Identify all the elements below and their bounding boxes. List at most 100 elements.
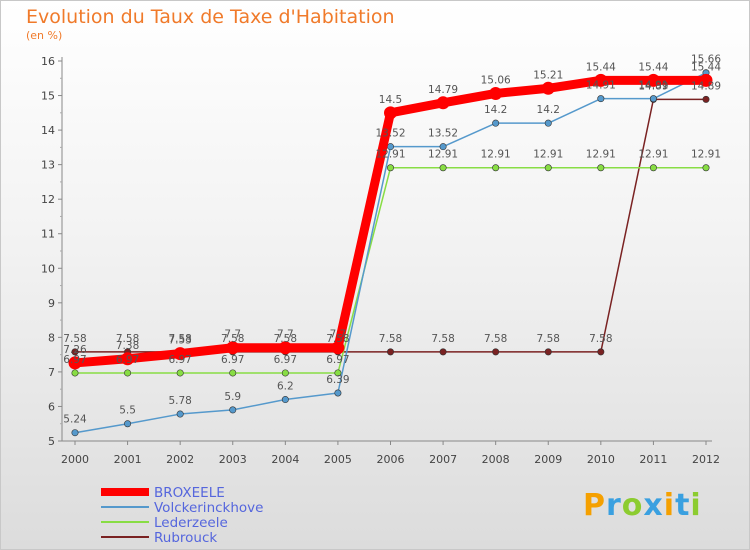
data-point xyxy=(334,369,342,377)
data-label: 5.24 xyxy=(63,414,87,426)
data-point xyxy=(384,106,397,120)
data-point xyxy=(176,410,184,418)
x-tick-label: 2006 xyxy=(377,453,405,466)
data-label: 15.44 xyxy=(638,61,668,73)
legend-label: BROXEELE xyxy=(154,485,225,501)
data-point xyxy=(594,73,608,87)
y-tick-label: 12 xyxy=(41,193,55,206)
y-tick-label: 13 xyxy=(41,159,55,172)
x-tick-label: 2011 xyxy=(639,453,667,466)
data-label: 12.91 xyxy=(691,149,721,161)
data-point xyxy=(176,369,184,377)
logo-letter: i xyxy=(690,488,702,523)
x-tick-label: 2005 xyxy=(324,453,352,466)
legend-label: Lederzeele xyxy=(154,515,228,531)
data-label: 6.39 xyxy=(326,374,349,386)
data-label: 12.91 xyxy=(586,149,616,161)
logo-letter: t xyxy=(675,488,691,523)
axes: 5 6 7 8 9 10 11 12 13 14 15 16 2000 2001 2002 2003 2004 2… xyxy=(41,55,720,466)
y-tick-label: 15 xyxy=(41,90,55,103)
data-point xyxy=(702,95,710,103)
data-label: 7.53 xyxy=(168,335,191,347)
logo-letter: o xyxy=(621,488,644,523)
data-label: 6.97 xyxy=(168,354,191,366)
data-point xyxy=(544,164,552,172)
x-tick-label: 2003 xyxy=(219,453,247,466)
y-tick-label: 5 xyxy=(48,435,55,448)
data-label: 12.91 xyxy=(375,149,405,161)
x-tick-label: 2008 xyxy=(482,453,510,466)
data-label: 7.7 xyxy=(330,329,347,341)
y-tick-label: 10 xyxy=(41,262,55,275)
data-point xyxy=(281,369,289,377)
data-label: 6.2 xyxy=(277,381,294,393)
data-label: 15.06 xyxy=(481,74,511,86)
data-label: 7.7 xyxy=(224,329,241,341)
data-point xyxy=(439,143,447,151)
data-label: 7.58 xyxy=(379,333,402,345)
data-point xyxy=(544,119,552,127)
chart-subtitle: (en %) xyxy=(26,29,63,42)
data-point xyxy=(121,352,135,366)
data-point xyxy=(439,348,447,356)
legend-label: Rubrouck xyxy=(154,530,217,546)
data-point xyxy=(597,164,605,172)
data-label: 5.9 xyxy=(224,391,241,403)
data-label: 14.91 xyxy=(638,80,668,92)
x-tick-label: 2009 xyxy=(534,453,562,466)
data-label: 15.66 xyxy=(691,54,721,66)
data-point xyxy=(646,73,660,87)
data-point xyxy=(436,96,450,110)
y-tick-label: 8 xyxy=(48,331,55,344)
data-label: 13.52 xyxy=(428,128,458,140)
data-label: 7.58 xyxy=(63,333,86,345)
data-point xyxy=(226,341,240,355)
data-label: 7.58 xyxy=(116,333,139,345)
data-label: 12.91 xyxy=(638,149,668,161)
data-label: 7.58 xyxy=(274,333,297,345)
data-label: 14.91 xyxy=(586,80,616,92)
y-tick-label: 14 xyxy=(41,124,55,137)
y-tick-label: 16 xyxy=(41,55,55,68)
data-label: 5.5 xyxy=(119,405,136,417)
x-tick-label: 2002 xyxy=(166,453,194,466)
data-point xyxy=(702,164,710,172)
data-point xyxy=(597,348,605,356)
data-label: 5.78 xyxy=(168,395,191,407)
legend: BROXEELEVolckerinckhoveLederzeeleRubrouc… xyxy=(101,485,263,546)
data-label: 14.89 xyxy=(638,80,668,92)
x-tick-label: 2010 xyxy=(587,453,615,466)
data-point xyxy=(68,356,82,370)
data-point xyxy=(71,429,79,437)
data-label: 15.44 xyxy=(586,61,616,73)
series-lines xyxy=(68,69,713,437)
data-point xyxy=(331,341,345,355)
data-label: 14.89 xyxy=(691,80,721,92)
y-tick-label: 11 xyxy=(41,228,55,241)
data-label: 7.58 xyxy=(589,333,612,345)
data-label: 13.52 xyxy=(375,128,405,140)
x-tick-label: 2004 xyxy=(271,453,299,466)
data-point xyxy=(544,348,552,356)
y-tick-label: 7 xyxy=(48,366,55,379)
data-label: 6.97 xyxy=(221,354,244,366)
data-point xyxy=(699,73,713,87)
data-point xyxy=(124,369,132,377)
data-label: 7.58 xyxy=(431,333,454,345)
legend-label: Volckerinckhove xyxy=(154,500,263,516)
x-tick-label: 2000 xyxy=(61,453,89,466)
proxiti-logo: Proxiti xyxy=(583,488,702,523)
data-point xyxy=(541,81,555,95)
data-label: 12.91 xyxy=(481,149,511,161)
data-label: 7.58 xyxy=(537,333,560,345)
series-line-0 xyxy=(70,75,711,368)
data-label: 7.38 xyxy=(116,340,139,352)
x-tick-label: 2012 xyxy=(692,453,720,466)
data-point xyxy=(334,389,342,397)
logo-letter: r xyxy=(606,488,622,523)
data-label: 7.58 xyxy=(326,333,349,345)
data-label: 6.97 xyxy=(274,354,297,366)
y-tick-label: 9 xyxy=(48,297,55,310)
data-point xyxy=(649,95,657,103)
